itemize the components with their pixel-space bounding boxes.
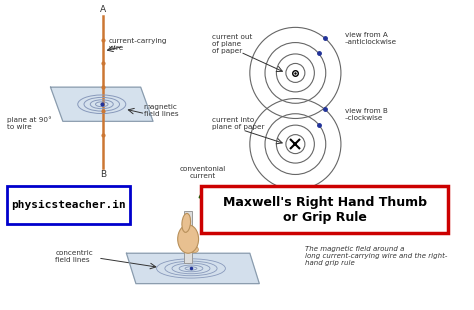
FancyBboxPatch shape [7, 186, 130, 224]
Text: A: A [100, 5, 106, 14]
Ellipse shape [182, 213, 191, 232]
FancyBboxPatch shape [201, 186, 448, 233]
Bar [184, 210, 192, 263]
Text: magnetic
field lines: magnetic field lines [144, 104, 178, 117]
Text: view from B
–clockwise: view from B –clockwise [345, 108, 388, 121]
Text: view from A
–anticlockwise: view from A –anticlockwise [345, 32, 397, 45]
Text: current-carrying
wire: current-carrying wire [109, 38, 167, 51]
Text: physicsteacher.in: physicsteacher.in [11, 200, 126, 210]
Text: The magnetic field around a
long current-carrying wire and the right-
hand grip : The magnetic field around a long current… [305, 246, 447, 266]
Ellipse shape [187, 245, 199, 253]
Text: Maxwell's Right Hand Thumb
or Grip Rule: Maxwell's Right Hand Thumb or Grip Rule [223, 196, 427, 224]
Text: conventonial
current: conventonial current [179, 166, 226, 179]
Text: current into
plane of paper: current into plane of paper [212, 117, 264, 130]
Text: current out
of plane
of paper: current out of plane of paper [212, 34, 252, 55]
Polygon shape [51, 87, 153, 121]
Polygon shape [127, 253, 259, 284]
Ellipse shape [178, 225, 199, 253]
Text: concentric
field lines: concentric field lines [55, 250, 93, 263]
Text: B: B [100, 170, 106, 179]
Text: plane at 90°
to wire: plane at 90° to wire [7, 116, 52, 130]
